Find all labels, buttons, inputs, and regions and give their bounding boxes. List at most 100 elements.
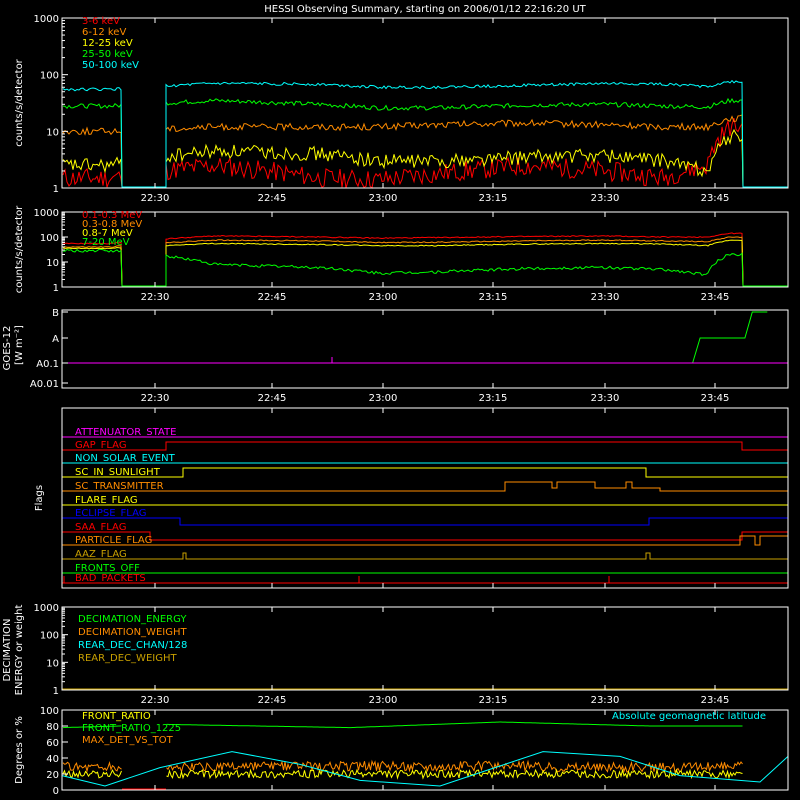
goes-unit-ylabel: [W m⁻²] [14, 325, 25, 365]
ratios-legend-entry: FRONT_RATIO_1225 [82, 723, 181, 734]
decimation-xtick-label: 22:45 [258, 695, 287, 706]
decimation-2-ylabel: ENERGY or weight [14, 605, 25, 696]
low-energy-frame [61, 17, 789, 189]
low-energy-xtick-label: 23:30 [591, 193, 620, 204]
low-energy-legend-entry: 6-12 keV [82, 27, 126, 38]
high-energy-xtick-label: 22:30 [141, 292, 170, 303]
goes-xtick-label: 22:30 [141, 393, 170, 404]
high-energy-ytick-label: 1 [53, 283, 59, 294]
panel-goes: 22:30 22:45 23:00 23:15 23:30 23:45 A0.01 A0.1 A… [2, 308, 789, 404]
ratios-frame [61, 709, 789, 791]
high-energy-ylabel: counts/s/detector [14, 205, 25, 293]
flag-label: SC_IN_SUNLIGHT [75, 467, 161, 478]
high-energy-xtick-label: 23:30 [591, 292, 620, 303]
flags-ylabel: Flags [34, 485, 45, 511]
goes-ytick-label: B [52, 308, 59, 319]
flags-frame [61, 407, 789, 589]
panel-high-energy: 22:30 22:45 23:00 23:15 23:30 23:45 1 10 100 1000… [14, 205, 789, 303]
ratios-ytick-label: 60 [46, 738, 59, 749]
decimation-xtick-label: 23:45 [701, 695, 730, 706]
high-energy-series-3 [62, 248, 788, 287]
decimation-legend-entry: DECIMATION_WEIGHT [78, 627, 187, 638]
decimation-legend-entry: REAR_DEC_WEIGHT [78, 653, 177, 664]
low-energy-series-4 [62, 79, 788, 188]
low-energy-legend-entry: 25-50 keV [82, 49, 133, 60]
low-energy-ylabel: counts/s/detector [14, 58, 25, 146]
goes-xtick-label: 23:30 [591, 393, 620, 404]
decimation-ytick-label: 100 [40, 631, 59, 642]
goes-long-series [62, 311, 768, 364]
low-energy-legend-entry: 3-6 keV [82, 16, 120, 27]
panel-ratios: 0 20 40 60 80 100 Degrees or % FRONT_RATIOFRONT… [14, 706, 789, 797]
panel-flags: ATTENUATOR_STATE GAP_FLAG NON_SOLAR_EVENT S… [34, 407, 789, 589]
flag-label: PARTICLE_FLAG [75, 535, 152, 546]
flag-label: BAD_PACKETS [75, 573, 146, 584]
high-energy-ytick-label: 10 [46, 258, 59, 269]
ratios-ylabel: Degrees or % [14, 716, 25, 784]
decimation-xtick-label: 23:30 [591, 695, 620, 706]
low-energy-series-0 [62, 118, 788, 189]
flag-line-7 [62, 531, 788, 541]
low-energy-ytick-label: 1000 [34, 14, 59, 25]
flag-label: FRONTS_OFF [75, 563, 140, 574]
goes-xtick-label: 22:45 [258, 393, 287, 404]
high-energy-legend-entry: 7-20 MeV [82, 237, 130, 248]
flag-line-1 [62, 441, 788, 451]
flag-label: ECLIPSE_FLAG [75, 508, 146, 519]
flag-label: FLARE_FLAG [75, 495, 138, 506]
high-energy-legend-entry: 0.8-7 MeV [82, 228, 133, 239]
flag-line-4 [62, 481, 788, 492]
low-energy-xtick-label: 22:45 [258, 193, 287, 204]
high-energy-legend-entry: 0.3-0.8 MeV [82, 219, 142, 230]
ratios-legend-entry: MAX_DET_VS_TOT [82, 735, 174, 746]
decimation-legend-entry: DECIMATION_ENERGY [78, 614, 187, 625]
goes-ytick-label: A0.01 [30, 379, 59, 390]
decimation-legend-entry: REAR_DEC_CHAN/128 [78, 640, 187, 651]
ratios-annotation: Absolute geomagnetic latitude [612, 711, 766, 722]
flag-line-8 [62, 535, 788, 546]
ratio-series-2 [62, 768, 743, 780]
flag-label: SAA_FLAG [75, 522, 126, 533]
flag-line-6 [62, 517, 788, 526]
low-energy-xtick-label: 23:00 [369, 193, 398, 204]
goes-xtick-label: 23:15 [479, 393, 508, 404]
high-energy-legend-entry: 0.1-0.3 MeV [82, 210, 142, 221]
decimation-ytick-label: 10 [46, 658, 59, 669]
ratio-series-0 [62, 721, 743, 729]
flag-line-9 [62, 552, 788, 560]
low-energy-ytick-label: 10 [46, 127, 59, 138]
ratios-legend-entry: FRONT_RATIO [82, 711, 151, 722]
decimation-frame [61, 606, 789, 691]
decimation-ylabel: DECIMATION [2, 618, 13, 681]
goes-frame [61, 309, 789, 389]
decimation-xtick-label: 23:15 [479, 695, 508, 706]
high-energy-xtick-label: 23:15 [479, 292, 508, 303]
high-energy-xtick-label: 23:45 [701, 292, 730, 303]
ratios-ytick-label: 80 [46, 722, 59, 733]
flag-label: ATTENUATOR_STATE [75, 427, 176, 438]
high-energy-ytick-label: 1000 [34, 208, 59, 219]
low-energy-legend-entry: 50-100 keV [82, 60, 139, 71]
panel-low-energy: 22:30 22:45 23:00 23:15 23:30 23:45 1 10 100 1000… [14, 14, 789, 204]
goes-ytick-label: A0.1 [36, 359, 59, 370]
low-energy-legend-entry: 12-25 keV [82, 38, 133, 49]
low-energy-ytick-label: 1 [53, 184, 59, 195]
ratios-ytick-label: 100 [40, 706, 59, 717]
high-energy-series-1 [62, 236, 788, 287]
flag-label: NON_SOLAR_EVENT [75, 453, 176, 464]
decimation-ytick-label: 1 [53, 686, 59, 697]
low-energy-xtick-label: 22:30 [141, 193, 170, 204]
low-energy-series-1 [62, 114, 788, 188]
goes-xtick-label: 23:00 [369, 393, 398, 404]
figure-title: HESSI Observing Summary, starting on 200… [264, 4, 586, 15]
decimation-xtick-label: 23:00 [369, 695, 398, 706]
decimation-xtick-label: 22:30 [141, 695, 170, 706]
decimation-ytick-label: 1000 [34, 603, 59, 614]
geomagnetic-latitude-series [61, 751, 789, 787]
flag-label: SC_TRANSMITTER [75, 481, 164, 492]
high-energy-series-0 [63, 232, 788, 287]
ratios-ytick-label: 0 [53, 786, 59, 797]
goes-xtick-label: 23:45 [701, 393, 730, 404]
flag-label: AAZ_FLAG [75, 549, 127, 560]
